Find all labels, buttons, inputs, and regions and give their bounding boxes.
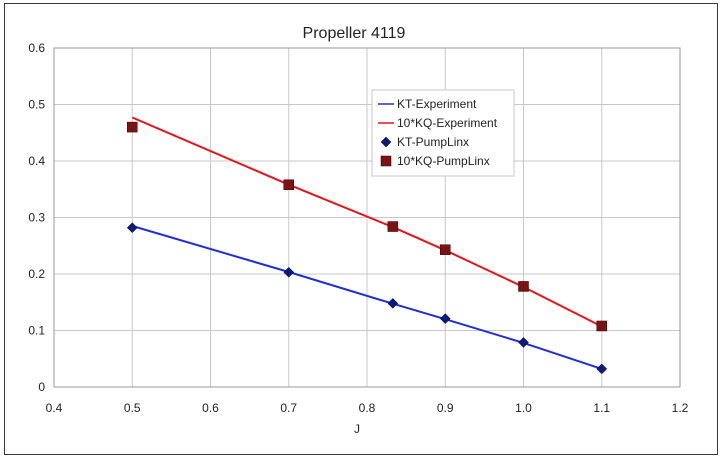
y-tick-label: 0.5 [28, 98, 45, 112]
data-point [518, 337, 529, 348]
series-line-kt-experiment [132, 225, 603, 370]
legend-label: KT-Experiment [397, 97, 477, 111]
data-point [596, 320, 607, 332]
x-tick-label: 0.6 [202, 401, 219, 415]
data-point [387, 221, 399, 232]
series-line-10-kq-experiment [131, 116, 603, 328]
legend-swatch [380, 136, 392, 148]
x-tick-label: 0.8 [359, 401, 376, 415]
y-tick-label: 0.6 [28, 41, 45, 55]
y-tick-label: 0.2 [28, 267, 45, 281]
x-tick-label: 0.7 [280, 401, 297, 415]
x-tick-label: 1.1 [593, 401, 610, 415]
x-tick-label: 0.4 [46, 401, 63, 415]
x-tick-label: 1.2 [672, 401, 689, 415]
x-axis-label: J [354, 422, 360, 436]
legend: KT-Experiment 10*KQ-Experiment KT-PumpLinx… [371, 89, 515, 177]
data-point [283, 179, 294, 190]
data-point [387, 298, 399, 309]
legend-box [371, 89, 515, 177]
data-point [283, 266, 295, 278]
data-point [439, 313, 451, 324]
legend-swatch [380, 155, 392, 167]
plot-area [126, 116, 608, 375]
data-point [127, 121, 138, 133]
legend-label: KT-PumpLinx [397, 135, 469, 149]
x-tick-label: 0.9 [437, 401, 454, 415]
plot-border [53, 47, 681, 388]
y-tick-label: 0.3 [28, 211, 45, 225]
legend-label: 10*KQ-Experiment [397, 116, 498, 130]
data-point [518, 281, 529, 292]
data-point [126, 222, 138, 234]
legend-label: 10*KQ-PumpLinx [397, 154, 490, 168]
chart-title: Propeller 4119 [303, 25, 406, 42]
x-tick-label: 1.0 [515, 401, 532, 415]
y-tick-label: 0.1 [28, 324, 45, 338]
axes: 0.4 0.5 0.6 0.7 0.8 0.9 1.0 1.1 1.2 0 0.1 0.2 0.3 0.4… [28, 41, 688, 415]
data-point [596, 363, 608, 375]
data-point [440, 244, 451, 255]
x-tick-label: 0.5 [124, 401, 141, 415]
y-tick-label: 0 [38, 380, 45, 394]
chart-frame [4, 3, 718, 455]
y-tick-label: 0.4 [28, 154, 45, 168]
